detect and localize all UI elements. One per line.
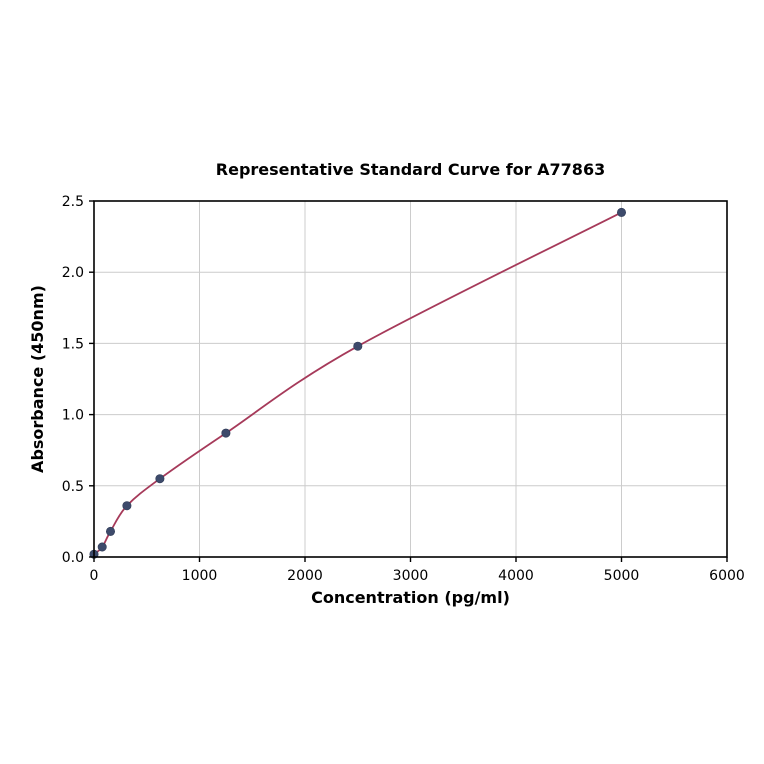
data-point (122, 501, 132, 511)
y-axis-label: Absorbance (450nm) (28, 285, 47, 473)
y-tick-label: 1.0 (62, 408, 84, 424)
x-tick-label: 6000 (709, 568, 745, 584)
y-tick-label: 1.5 (62, 336, 84, 352)
x-tick-label: 1000 (182, 568, 218, 584)
data-point (353, 341, 363, 351)
x-tick-label: 5000 (604, 568, 640, 584)
y-tick-label: 2.5 (62, 194, 84, 210)
chart-title: Representative Standard Curve for A77863 (215, 160, 606, 179)
data-point (97, 542, 107, 552)
y-tick-label: 0.0 (62, 550, 84, 566)
x-axis-label: Concentration (pg/ml) (311, 588, 510, 607)
x-tick-label: 3000 (393, 568, 429, 584)
x-tick-label: 2000 (287, 568, 323, 584)
y-tick-label: 2.0 (62, 265, 84, 281)
standard-curve-line (93, 211, 622, 555)
data-point (155, 474, 165, 484)
x-tick-label: 0 (90, 568, 99, 584)
data-point (616, 207, 626, 217)
data-point (221, 428, 231, 438)
data-point (106, 526, 116, 536)
y-tick-label: 0.5 (62, 479, 84, 495)
x-tick-label: 4000 (498, 568, 534, 584)
